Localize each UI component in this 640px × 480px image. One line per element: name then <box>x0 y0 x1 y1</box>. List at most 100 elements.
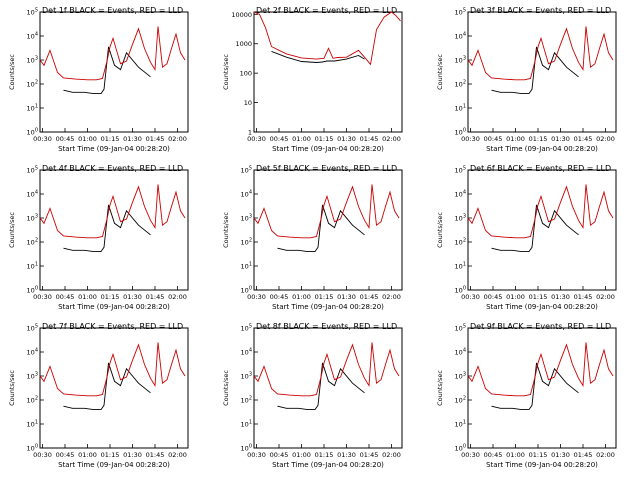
x-tick-label: 01:00 <box>78 135 97 143</box>
series-line-1 <box>277 204 365 253</box>
y-tick-label: 105 <box>455 8 466 17</box>
x-tick-label: 01:00 <box>506 135 525 143</box>
chart-panel-2: Det 2f BLACK = Events, RED = LLD Counts/s… <box>222 6 403 153</box>
y-axis-label: Counts/sec <box>222 212 230 248</box>
chart-panel-1: Det 1f BLACK = Events, RED = LLD Counts/s… <box>8 6 189 153</box>
chart-panel-7: Det 7f BLACK = Events, RED = LLD Counts/s… <box>8 322 189 469</box>
series-line-2 <box>467 26 614 81</box>
x-tick-label: 01:15 <box>315 135 334 143</box>
series-line-1 <box>277 362 365 411</box>
y-tick-label: 104 <box>455 348 466 357</box>
series-line-1 <box>63 362 151 411</box>
y-tick-label: 103 <box>241 214 252 223</box>
y-axis-label: Counts/sec <box>8 370 16 406</box>
x-tick-label: 02:00 <box>596 293 615 301</box>
x-tick-label: 01:30 <box>337 293 356 301</box>
y-tick-label: 100 <box>27 444 38 453</box>
y-axis-label: Counts/sec <box>436 54 444 90</box>
x-tick-label: 01:30 <box>123 293 142 301</box>
series-line-2 <box>39 342 186 397</box>
series-line-1 <box>491 362 579 411</box>
x-tick-label: 00:30 <box>33 451 52 459</box>
plot-frame <box>39 327 189 449</box>
y-axis-label: Counts/sec <box>222 54 230 90</box>
series-line-2 <box>253 184 400 239</box>
y-tick-label: 102 <box>27 80 38 89</box>
x-tick-label: 00:45 <box>484 451 503 459</box>
plot-frame <box>39 169 189 291</box>
y-tick-label: 1000 <box>235 40 252 48</box>
x-tick-label: 02:00 <box>382 451 401 459</box>
y-axis-label: Counts/sec <box>436 370 444 406</box>
x-tick-label: 01:00 <box>506 451 525 459</box>
x-axis-label: Start Time (09-Jan-04 00:28:20) <box>272 461 384 469</box>
y-tick-label: 102 <box>241 238 252 247</box>
y-tick-label: 101 <box>241 262 252 271</box>
x-tick-label: 00:45 <box>484 293 503 301</box>
x-tick-label: 01:30 <box>337 135 356 143</box>
y-axis-label: Counts/sec <box>8 54 16 90</box>
x-tick-label: 00:30 <box>33 135 52 143</box>
y-tick-label: 102 <box>455 396 466 405</box>
x-tick-label: 01:45 <box>574 135 593 143</box>
y-tick-label: 100 <box>27 286 38 295</box>
x-tick-label: 01:15 <box>315 451 334 459</box>
x-tick-label: 01:30 <box>551 293 570 301</box>
chart-title: Det 2f BLACK = Events, RED = LLD <box>256 6 397 15</box>
x-tick-label: 01:45 <box>360 293 379 301</box>
x-tick-label: 00:45 <box>56 293 75 301</box>
x-axis-label: Start Time (09-Jan-04 00:28:20) <box>486 145 598 153</box>
x-tick-label: 02:00 <box>168 293 187 301</box>
x-tick-label: 01:15 <box>315 293 334 301</box>
series-line-2 <box>253 11 401 66</box>
y-axis-label: Counts/sec <box>222 370 230 406</box>
chart-panel-4: Det 4f BLACK = Events, RED = LLD Counts/s… <box>8 164 189 311</box>
plot-frame <box>467 327 617 449</box>
chart-panel-6: Det 6f BLACK = Events, RED = LLD Counts/s… <box>436 164 617 311</box>
chart-panel-5: Det 5f BLACK = Events, RED = LLD Counts/s… <box>222 164 403 311</box>
x-tick-label: 01:45 <box>146 451 165 459</box>
x-tick-label: 00:30 <box>247 451 266 459</box>
y-tick-label: 101 <box>455 262 466 271</box>
x-tick-label: 01:30 <box>551 451 570 459</box>
series-line-2 <box>253 342 400 397</box>
x-tick-label: 01:00 <box>506 293 525 301</box>
y-tick-label: 100 <box>455 128 466 137</box>
y-axis-label: Counts/sec <box>436 212 444 248</box>
x-tick-label: 01:45 <box>360 451 379 459</box>
y-tick-label: 105 <box>241 166 252 175</box>
y-tick-label: 105 <box>455 324 466 333</box>
x-tick-label: 01:45 <box>146 293 165 301</box>
chart-title: Det 9f BLACK = Events, RED = LLD <box>470 322 611 331</box>
y-tick-label: 104 <box>241 190 252 199</box>
y-tick-label: 104 <box>27 190 38 199</box>
y-tick-label: 101 <box>455 420 466 429</box>
chart-title: Det 6f BLACK = Events, RED = LLD <box>470 164 611 173</box>
x-tick-label: 01:00 <box>292 293 311 301</box>
y-tick-label: 103 <box>455 214 466 223</box>
y-tick-label: 101 <box>27 104 38 113</box>
chart-title: Det 4f BLACK = Events, RED = LLD <box>42 164 183 173</box>
series-line-2 <box>467 184 614 239</box>
x-tick-label: 01:00 <box>292 451 311 459</box>
x-axis-label: Start Time (09-Jan-04 00:28:20) <box>272 303 384 311</box>
y-tick-label: 100 <box>455 286 466 295</box>
y-tick-label: 103 <box>455 56 466 65</box>
chart-title: Det 8f BLACK = Events, RED = LLD <box>256 322 397 331</box>
x-axis-label: Start Time (09-Jan-04 00:28:20) <box>272 145 384 153</box>
y-tick-label: 105 <box>27 8 38 17</box>
series-line-1 <box>271 50 365 63</box>
series-line-1 <box>63 46 151 95</box>
x-tick-label: 01:30 <box>123 135 142 143</box>
chart-panel-9: Det 9f BLACK = Events, RED = LLD Counts/s… <box>436 322 617 469</box>
y-tick-label: 100 <box>455 444 466 453</box>
x-tick-label: 00:30 <box>461 135 480 143</box>
y-tick-label: 105 <box>27 324 38 333</box>
x-tick-label: 01:15 <box>529 293 548 301</box>
x-tick-label: 01:15 <box>101 135 120 143</box>
x-tick-label: 00:45 <box>56 135 75 143</box>
x-tick-label: 00:30 <box>247 293 266 301</box>
plot-frame <box>467 11 617 133</box>
y-tick-label: 103 <box>27 56 38 65</box>
chart-title: Det 7f BLACK = Events, RED = LLD <box>42 322 183 331</box>
